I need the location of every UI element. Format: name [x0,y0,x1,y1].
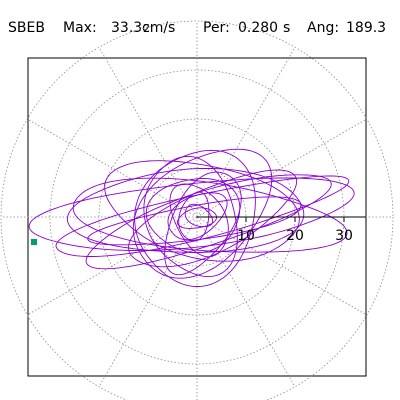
period-label: Per: [203,20,230,36]
radial-tick-labels: 10 20 30 [237,228,353,244]
grid-spoke [98,216,198,387]
orbit-trace [176,207,218,229]
orbit-trace [145,178,241,254]
max-unit: cm/s 2 [142,20,175,36]
max-unit-text: cm/s [142,20,176,36]
orbit-trace [72,177,348,253]
orbit-traces [28,148,355,287]
station-code: SBEB [8,20,45,36]
peak-marker [31,239,37,245]
orbit-trace [143,155,238,278]
grid-spoke [27,118,198,218]
title-bar: SBEB Max: 33.3 cm/s 2 Per: 0.280 s Ang: 1… [0,18,400,44]
orbit-trace [128,169,298,268]
orbit-trace [184,203,214,228]
orbit-trace [104,160,300,262]
period-value: 0.280 [238,20,279,36]
angle-value: 189.3 [346,20,387,36]
grid-spoke [196,216,367,316]
grid-spokes [1,21,393,400]
max-value: 33.3 [111,20,143,36]
tick-label: 30 [335,228,353,244]
max-unit-exponent: 2 [143,22,150,35]
orbit-trace [85,174,332,270]
radial-tick-marks [245,217,345,222]
orbit-trace [132,148,273,279]
grid-spoke [196,118,367,218]
grid-spoke [196,47,296,218]
orbit-trace [55,175,350,257]
angle-label: Ang: [307,20,340,36]
orbit-trace [87,196,302,246]
tick-label: 20 [286,228,304,244]
orbit-trace [169,183,229,258]
orbit-trace [178,191,210,242]
orbit-trace [167,192,228,241]
tick-label: 10 [237,228,255,244]
grid-ring [0,20,394,400]
period-unit: s [283,20,291,36]
grid-spoke [98,47,198,218]
grid-spoke [27,216,198,316]
max-label: Max: [63,20,97,36]
